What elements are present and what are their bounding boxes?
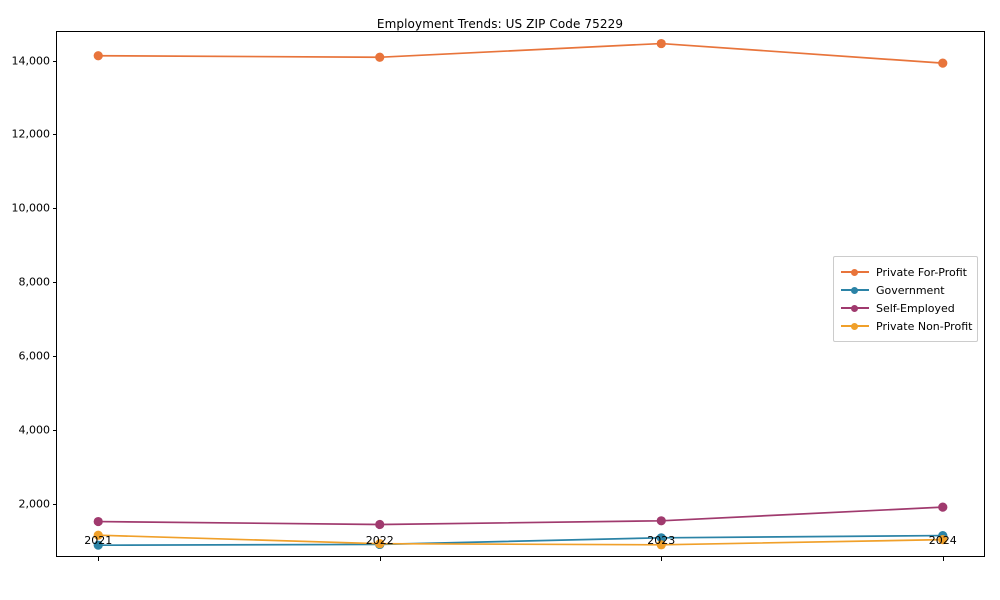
x-axis-tick-label: 2023 xyxy=(647,534,676,547)
legend-item[interactable]: Self-Employed xyxy=(841,299,970,317)
plot-area xyxy=(56,31,985,557)
y-axis-tick-label: 8,000 xyxy=(18,275,51,289)
x-axis-tick-label: 2024 xyxy=(928,534,957,547)
x-axis-tick-mark xyxy=(379,557,381,561)
legend-item-label: Private For-Profit xyxy=(876,265,967,279)
y-axis-tick-label: 12,000 xyxy=(11,127,51,141)
y-axis-tick-label: 10,000 xyxy=(11,201,51,215)
legend-swatch-icon xyxy=(841,302,869,314)
x-axis-tick-mark xyxy=(98,557,100,561)
legend-swatch-icon xyxy=(841,284,869,296)
legend-item-label: Government xyxy=(876,283,945,297)
legend-swatch-icon xyxy=(841,266,869,278)
legend-item[interactable]: Private Non-Profit xyxy=(841,317,973,335)
y-axis-tick-label: 4,000 xyxy=(18,423,51,437)
y-axis-tick-label: 14,000 xyxy=(11,54,51,68)
x-axis-tick-label: 2022 xyxy=(365,534,394,547)
y-axis-tick-mark xyxy=(52,208,56,210)
y-axis-tick-label: 2,000 xyxy=(18,497,51,511)
x-axis-tick-mark xyxy=(942,557,944,561)
y-axis-tick-mark xyxy=(52,60,56,62)
legend-item[interactable]: Private For-Profit xyxy=(841,263,970,281)
legend-item-label: Private Non-Profit xyxy=(876,319,973,333)
y-axis-tick-mark xyxy=(52,134,56,136)
y-axis-tick-mark xyxy=(52,503,56,505)
y-axis-tick-mark xyxy=(52,429,56,431)
chart-title: Employment Trends: US ZIP Code 75229 xyxy=(376,17,624,31)
x-axis-tick-mark xyxy=(661,557,663,561)
legend-swatch-icon xyxy=(841,320,869,332)
y-axis-tick-mark xyxy=(52,356,56,358)
y-axis-tick-label: 6,000 xyxy=(18,349,51,363)
y-axis-tick-mark xyxy=(52,282,56,284)
chart-legend: Private For-Profit Government Self-Employe… xyxy=(833,256,978,342)
legend-item[interactable]: Government xyxy=(841,281,970,299)
legend-item-label: Self-Employed xyxy=(876,301,955,315)
x-axis-tick-label: 2021 xyxy=(84,534,113,547)
